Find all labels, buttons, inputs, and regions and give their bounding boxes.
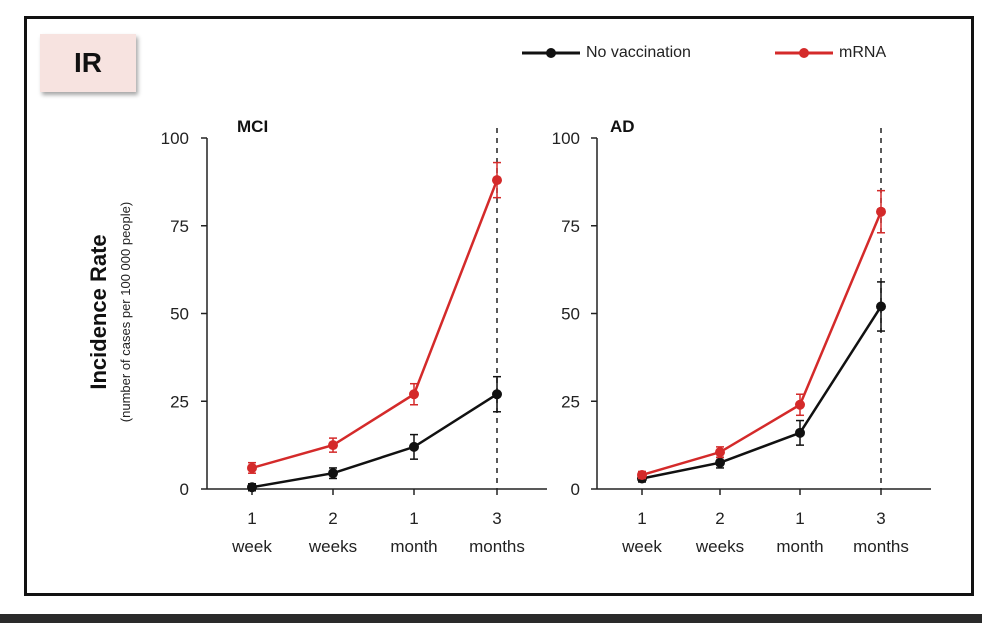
chart2-data-point-mrna bbox=[876, 207, 886, 217]
chart2-series-line-mrna bbox=[642, 212, 881, 475]
chart1-x-tick-sublabel: months bbox=[469, 537, 525, 556]
chart2-y-tick-label: 100 bbox=[552, 129, 580, 148]
chart2-y-tick-label: 50 bbox=[561, 305, 580, 324]
chart2-data-point-mrna bbox=[637, 470, 647, 480]
chart2-x-tick-label: 1 bbox=[795, 509, 804, 528]
chart1-data-point-mrna bbox=[328, 440, 338, 450]
chart2-x-tick-sublabel: month bbox=[776, 537, 823, 556]
chart1-x-tick-label: 3 bbox=[492, 509, 501, 528]
chart2-x-tick-label: 3 bbox=[876, 509, 885, 528]
chart1-data-point-no-vaccination bbox=[409, 442, 419, 452]
chart2-data-point-mrna bbox=[715, 447, 725, 457]
chart1-y-tick-label: 100 bbox=[161, 129, 189, 148]
chart1-series-line-mrna bbox=[252, 180, 497, 468]
chart2-x-tick-sublabel: months bbox=[853, 537, 909, 556]
chart2-x-tick-sublabel: week bbox=[621, 537, 662, 556]
chart1-y-tick-label: 0 bbox=[180, 480, 189, 499]
chart2-y-tick-label: 75 bbox=[561, 217, 580, 236]
chart2-x-tick-label: 2 bbox=[715, 509, 724, 528]
chart1-x-tick-label: 2 bbox=[328, 509, 337, 528]
chart1-data-point-no-vaccination bbox=[492, 389, 502, 399]
chart1-x-tick-label: 1 bbox=[409, 509, 418, 528]
chart1-series-line-no-vaccination bbox=[252, 394, 497, 487]
chart2-x-tick-sublabel: weeks bbox=[695, 537, 744, 556]
chart1-data-point-mrna bbox=[247, 463, 257, 473]
chart1-x-tick-sublabel: weeks bbox=[308, 537, 357, 556]
chart1-data-point-no-vaccination bbox=[328, 468, 338, 478]
chart1-y-tick-label: 50 bbox=[170, 305, 189, 324]
chart2-y-tick-label: 0 bbox=[571, 480, 580, 499]
chart2-series-line-no-vaccination bbox=[642, 306, 881, 478]
chart1-x-tick-sublabel: week bbox=[231, 537, 272, 556]
chart2-y-tick-label: 25 bbox=[561, 392, 580, 411]
chart1-data-point-mrna bbox=[409, 389, 419, 399]
chart1-x-tick-sublabel: month bbox=[390, 537, 437, 556]
chart1-data-point-no-vaccination bbox=[247, 482, 257, 492]
chart1-x-tick-label: 1 bbox=[247, 509, 256, 528]
chart2-data-point-no-vaccination bbox=[715, 458, 725, 468]
y-axis-title: Incidence Rate bbox=[86, 234, 111, 389]
chart2-title: AD bbox=[610, 117, 635, 136]
chart1-title: MCI bbox=[237, 117, 268, 136]
chart1-data-point-mrna bbox=[492, 175, 502, 185]
chart-area: Incidence Rate (number of cases per 100 … bbox=[0, 0, 982, 614]
y-axis-subtitle: (number of cases per 100 000 people) bbox=[118, 202, 133, 422]
bottom-bar bbox=[0, 614, 982, 623]
chart2-data-point-mrna bbox=[795, 400, 805, 410]
charts-group: MCI 0 25 50 75 100 1 week 2 weeks 1 month 3 months AD 0… bbox=[161, 117, 931, 556]
chart2-data-point-no-vaccination bbox=[876, 301, 886, 311]
chart2-data-point-no-vaccination bbox=[795, 428, 805, 438]
chart1-y-tick-label: 75 bbox=[170, 217, 189, 236]
chart1-y-tick-label: 25 bbox=[170, 392, 189, 411]
chart2-x-tick-label: 1 bbox=[637, 509, 646, 528]
